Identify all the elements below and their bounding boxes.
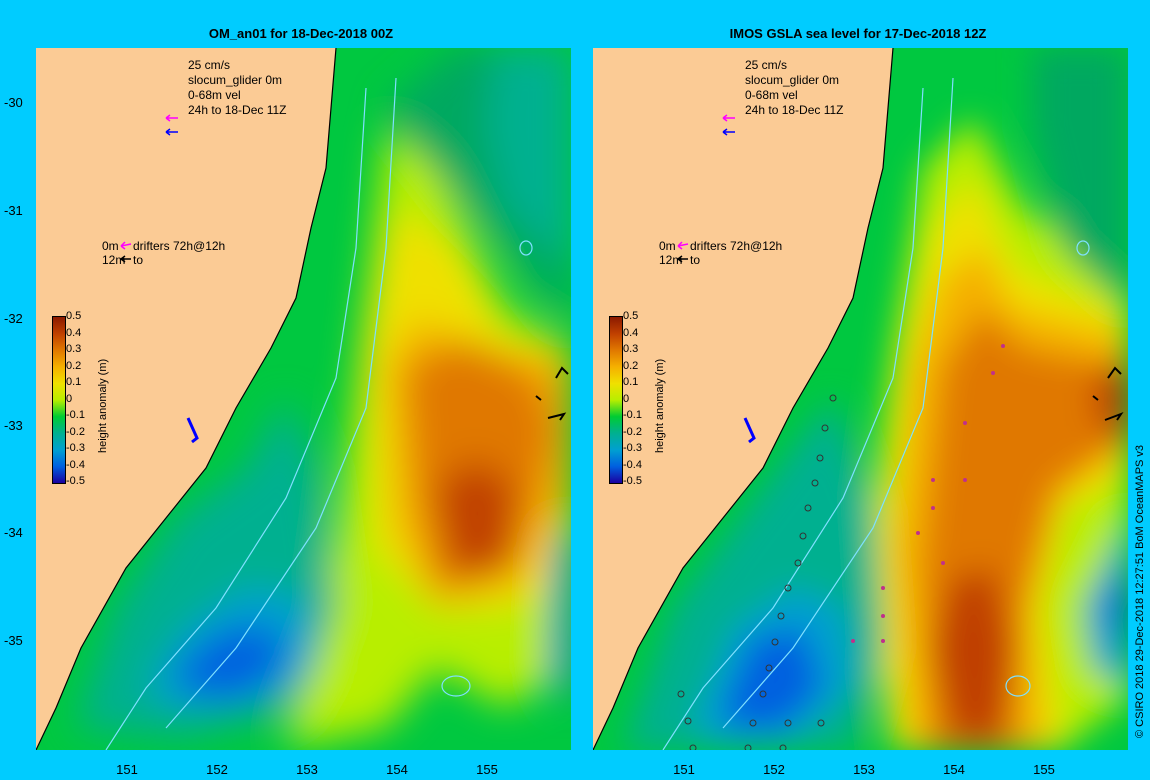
right-drift-desc: drifters 72h@12h xyxy=(690,239,783,253)
left-scale-label: 25 cm/s xyxy=(188,58,231,72)
colorbar-label: -0.3 xyxy=(623,442,642,454)
colorbar-label: 0 xyxy=(66,392,73,405)
right-vel-label: 0-68m vel xyxy=(745,88,798,102)
colorbar-label: -0.2 xyxy=(623,425,642,438)
colorbar-label: -0.4 xyxy=(623,458,642,471)
left-drift-0m: 0m xyxy=(102,239,119,253)
left-map-svg xyxy=(36,48,571,750)
right-scale-label: 25 cm/s xyxy=(745,58,788,72)
colorbar-label: -0.3 xyxy=(66,442,85,454)
left-drift-to: to xyxy=(133,253,144,267)
lon-label: 155 xyxy=(476,762,498,777)
lon-label: 154 xyxy=(386,762,408,777)
right-panel-title: IMOS GSLA sea level for 17-Dec-2018 12Z xyxy=(729,26,987,41)
colorbar-label: 0.5 xyxy=(66,310,82,322)
colorbar-label: 0.5 xyxy=(623,310,639,322)
colorbar-label: 0.3 xyxy=(66,343,82,355)
credit-text: © CSIRO 2018 29-Dec-2018 12:27:51 BoM Oc… xyxy=(1134,444,1146,738)
lat-label: -35 xyxy=(4,633,23,648)
left-drift-12m: 12m xyxy=(102,253,126,267)
colorbar-label: 0 xyxy=(623,392,630,405)
lon-label: 153 xyxy=(296,762,318,777)
lat-label: -31 xyxy=(4,203,23,218)
right-colorbar-title: height anomaly (m) xyxy=(654,358,666,453)
left-map-panel: 25 cm/s slocum_glider 0m 0-68m vel 24h t… xyxy=(36,48,571,750)
right-colorbar xyxy=(609,316,623,484)
colorbar-label: -0.5 xyxy=(66,475,85,487)
left-colorbar-title: height anomaly (m) xyxy=(97,358,109,453)
lat-label: -30 xyxy=(4,95,23,110)
lon-label: 152 xyxy=(206,762,228,777)
lon-label: 151 xyxy=(673,762,695,777)
left-period-label: 24h to 18-Dec 11Z xyxy=(188,103,287,117)
colorbar-label: 0.3 xyxy=(623,343,639,355)
left-panel-title: OM_an01 for 18-Dec-2018 00Z xyxy=(208,26,394,41)
left-vel-label: 0-68m vel xyxy=(188,88,241,102)
colorbar-label: 0.1 xyxy=(623,376,639,388)
colorbar-label: -0.1 xyxy=(66,409,85,421)
lat-label: -34 xyxy=(4,525,23,540)
colorbar-label: 0.1 xyxy=(66,376,82,388)
left-glider-label: slocum_glider 0m xyxy=(188,73,283,87)
right-drift-0m: 0m xyxy=(659,239,676,253)
colorbar-label: -0.4 xyxy=(66,458,85,471)
right-period-label: 24h to 18-Dec 11Z xyxy=(745,103,844,117)
lon-label: 152 xyxy=(763,762,785,777)
lon-label: 155 xyxy=(1033,762,1055,777)
right-glider-label: slocum_glider 0m xyxy=(745,73,840,87)
colorbar-label: 0.4 xyxy=(623,326,639,339)
right-map-panel: 25 cm/s slocum_glider 0m 0-68m vel 24h t… xyxy=(593,48,1128,750)
colorbar-label: -0.1 xyxy=(623,409,642,421)
lat-label: -32 xyxy=(4,311,23,326)
colorbar-label: 0.4 xyxy=(66,326,82,339)
lon-label: 154 xyxy=(943,762,965,777)
lon-label: 153 xyxy=(853,762,875,777)
colorbar-label: 0.2 xyxy=(623,359,639,372)
colorbar-label: 0.2 xyxy=(66,359,82,372)
left-colorbar xyxy=(52,316,66,484)
colorbar-label: -0.2 xyxy=(66,425,85,438)
right-map-svg xyxy=(593,48,1128,750)
right-drift-12m: 12m xyxy=(659,253,683,267)
lon-label: 151 xyxy=(116,762,138,777)
lat-label: -33 xyxy=(4,418,23,433)
colorbar-label: -0.5 xyxy=(623,475,642,487)
right-drift-to: to xyxy=(690,253,701,267)
left-drift-desc: drifters 72h@12h xyxy=(133,239,226,253)
